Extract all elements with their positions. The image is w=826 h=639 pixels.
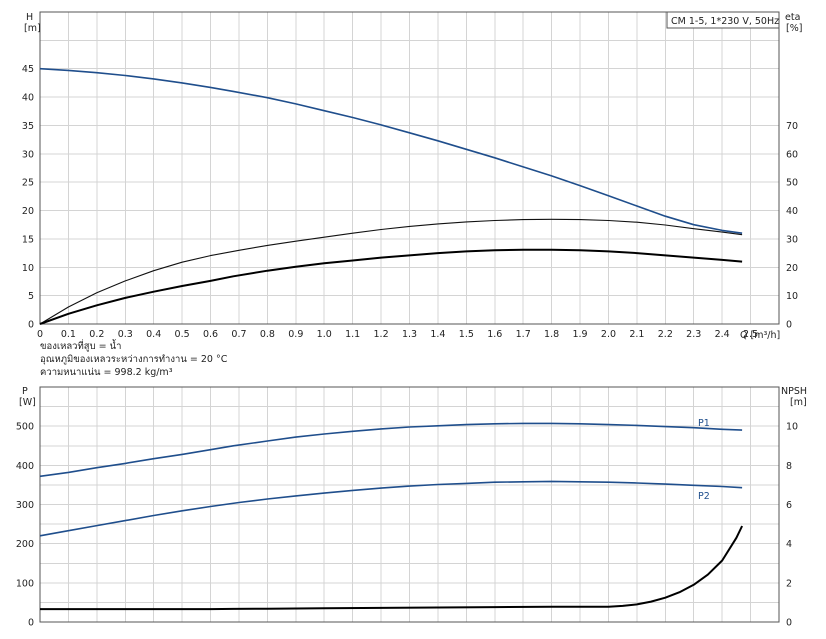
title-box xyxy=(666,11,780,29)
npsh-axis-unit: [m] xyxy=(790,397,807,408)
x-tick-label: 1.9 xyxy=(572,329,587,340)
y-right-tick-label: 60 xyxy=(786,149,798,160)
note-temperature: อุณหภูมิของเหลวระหว่างการทำงาน = 20 °C xyxy=(40,354,228,365)
y-right-tick-label: 6 xyxy=(786,500,792,511)
y-right-tick-label: 40 xyxy=(786,206,798,217)
y-tick-label: 45 xyxy=(22,64,34,75)
bottom-chart-grid xyxy=(40,387,779,622)
y-tick-label: 20 xyxy=(22,206,34,217)
top-right-tick-labels: 0 10 20 30 40 50 60 70 xyxy=(786,121,798,331)
y-tick-label: 200 xyxy=(16,539,34,550)
x-tick-label: 0.4 xyxy=(146,329,161,340)
x-tick-label: 1.1 xyxy=(345,329,360,340)
h-axis-unit: [m] xyxy=(24,23,41,34)
bottom-y-tick-labels: 0 100 200 300 400 500 xyxy=(16,422,34,629)
p1-series-label: P1 xyxy=(698,418,710,429)
y-tick-label: 30 xyxy=(22,149,34,160)
x-tick-label: 2.2 xyxy=(658,329,673,340)
q-axis-label: Q [m³/h] xyxy=(740,330,780,341)
y-tick-label: 10 xyxy=(22,263,34,274)
h-axis-label: H xyxy=(26,12,33,23)
y-right-tick-label: 30 xyxy=(786,234,798,245)
y-tick-label: 0 xyxy=(28,320,34,331)
x-tick-label: 1.5 xyxy=(459,329,474,340)
top-chart-series xyxy=(39,67,743,325)
x-tick-label: 0.7 xyxy=(231,329,246,340)
y-tick-label: 15 xyxy=(22,234,34,245)
x-tick-label: 0.2 xyxy=(89,329,104,340)
y-right-tick-label: 4 xyxy=(786,539,792,550)
top-series-line-2 xyxy=(39,218,743,325)
y-tick-label: 35 xyxy=(22,121,34,132)
x-tick-label: 1.2 xyxy=(374,329,389,340)
x-tick-label: 2.3 xyxy=(686,329,701,340)
eta-axis-label: eta xyxy=(785,12,800,23)
y-tick-label: 400 xyxy=(16,461,34,472)
y-tick-label: 40 xyxy=(22,93,34,104)
y-right-tick-label: 10 xyxy=(786,422,798,433)
npsh-axis-label: NPSH xyxy=(781,386,807,397)
x-tick-label: 0.9 xyxy=(288,329,303,340)
note-fluid: ของเหลวที่สูบ = น้ำ xyxy=(40,339,121,352)
x-tick-label: 1.6 xyxy=(487,329,502,340)
y-right-tick-label: 2 xyxy=(786,578,792,589)
y-right-tick-label: 70 xyxy=(786,121,798,132)
note-density: ความหนาแน่น = 998.2 kg/m³ xyxy=(40,367,173,378)
x-tick-label: 2.1 xyxy=(629,329,644,340)
x-tick-label: 1.7 xyxy=(516,329,531,340)
p-axis-unit: [W] xyxy=(19,397,36,408)
bottom-series-line-1 xyxy=(39,422,743,478)
top-series-line-1 xyxy=(39,67,743,234)
bottom-right-tick-labels: 0 2 4 6 8 10 xyxy=(786,422,798,629)
y-tick-label: 300 xyxy=(16,500,34,511)
y-tick-label: 500 xyxy=(16,422,34,433)
y-tick-label: 25 xyxy=(22,178,34,189)
y-tick-label: 5 xyxy=(28,291,34,302)
p-axis-label: P xyxy=(22,386,28,397)
x-tick-label: 1.8 xyxy=(544,329,559,340)
x-tick-label: 0.8 xyxy=(260,329,275,340)
x-tick-label: 1.0 xyxy=(317,329,332,340)
bottom-chart-frame xyxy=(39,386,780,623)
top-chart-grid xyxy=(40,12,779,324)
x-tick-label: 0.5 xyxy=(175,329,190,340)
top-series-line-3 xyxy=(39,248,743,325)
x-tick-label: 1.4 xyxy=(430,329,445,340)
p2-series-label: P2 xyxy=(698,491,710,502)
chart-title: CM 1-5, 1*230 V, 50Hz xyxy=(671,16,779,27)
top-chart-frame xyxy=(39,11,780,325)
y-right-tick-label: 20 xyxy=(786,263,798,274)
x-tick-label: 2.0 xyxy=(601,329,616,340)
y-right-tick-label: 50 xyxy=(786,178,798,189)
x-tick-label: 0.1 xyxy=(61,329,76,340)
bottom-series-line-3 xyxy=(40,525,744,611)
top-y-tick-labels: 0 5 10 15 20 25 30 35 40 45 xyxy=(22,64,34,330)
y-tick-label: 0 xyxy=(28,618,34,629)
x-tick-label: 1.3 xyxy=(402,329,417,340)
x-tick-label: 0 xyxy=(37,329,43,340)
bottom-chart-series xyxy=(39,422,744,611)
eta-axis-unit: [%] xyxy=(786,23,802,34)
y-right-tick-label: 0 xyxy=(786,320,792,331)
x-tick-label: 2.5 xyxy=(743,329,758,340)
bottom-series-line-2 xyxy=(39,480,743,537)
y-right-tick-label: 0 xyxy=(786,618,792,629)
y-right-tick-label: 10 xyxy=(786,291,798,302)
y-right-tick-label: 8 xyxy=(786,461,792,472)
x-tick-label: 0.3 xyxy=(118,329,133,340)
x-tick-label: 2.4 xyxy=(715,329,730,340)
top-x-tick-labels: 0 0.1 0.2 0.3 0.4 0.5 0.6 0.7 0.8 0.9 1.0 1.1 1.2 1.3… xyxy=(37,329,758,340)
y-tick-label: 100 xyxy=(16,578,34,589)
x-tick-label: 0.6 xyxy=(203,329,218,340)
